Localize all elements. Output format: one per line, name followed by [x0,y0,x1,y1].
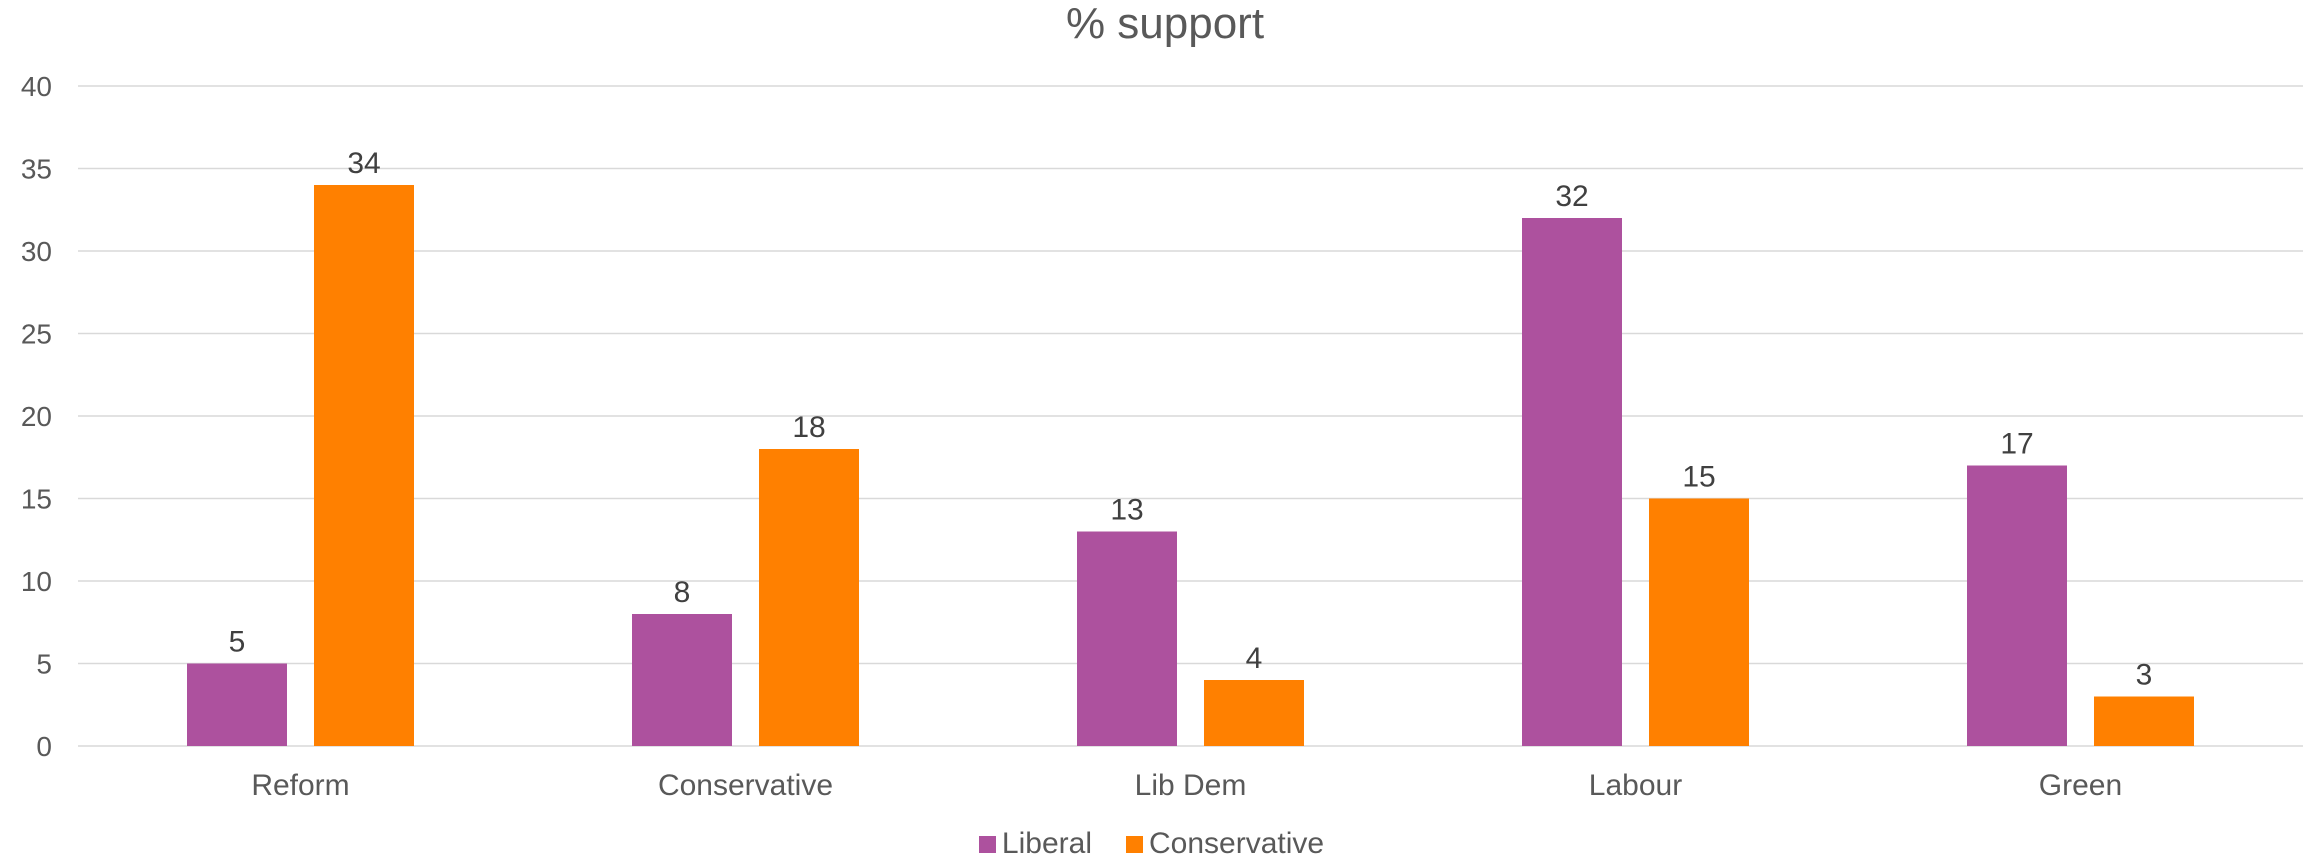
data-label: 18 [792,411,825,444]
data-label: 5 [229,626,246,659]
bars [187,185,2194,746]
bar-liberal[interactable] [632,614,732,746]
data-label: 15 [1682,461,1715,494]
gridlines [78,85,2303,747]
bar-liberal[interactable] [1522,218,1622,746]
data-label: 13 [1110,494,1143,527]
x-tick-label: Conservative [658,769,833,802]
data-label: 3 [2136,659,2153,692]
bar-liberal[interactable] [187,663,287,747]
y-tick-label: 30 [21,236,52,267]
x-tick-label: Labour [1589,769,1682,802]
legend-swatch-conservative [1125,835,1143,853]
legend-label-conservative: Conservative [1148,827,1325,860]
data-label: 17 [2000,428,2033,461]
bar-conservative[interactable] [314,185,414,746]
data-labels: 5 34 8 18 13 4 32 15 17 3 [229,147,2153,692]
y-tick-label: 20 [21,401,52,432]
x-tick-label: Lib Dem [1135,769,1247,802]
data-label: 8 [674,576,691,609]
y-tick-label: 5 [36,649,52,680]
bar-liberal[interactable] [1077,531,1177,747]
bar-conservative[interactable] [759,449,859,746]
legend: Liberal Conservative [0,827,2303,861]
bar-conservative[interactable] [1649,498,1749,747]
x-tick-label: Reform [251,769,349,802]
data-label: 32 [1555,180,1588,213]
data-label: 4 [1246,642,1263,675]
x-tick-label: Green [2039,769,2122,802]
y-axis-ticks: 0 5 10 15 20 25 30 35 40 [21,71,52,762]
data-label: 34 [347,147,380,180]
bar-conservative[interactable] [2094,696,2194,747]
y-tick-label: 25 [21,319,52,350]
y-tick-label: 15 [21,484,52,515]
chart-title: % support [1066,0,1264,48]
legend-swatch-liberal [978,835,996,853]
bar-liberal[interactable] [1967,465,2067,747]
legend-item-conservative[interactable]: Conservative [1125,827,1325,861]
y-tick-label: 35 [21,154,52,185]
y-tick-label: 10 [21,566,52,597]
y-tick-label: 0 [36,731,52,762]
legend-label-liberal: Liberal [1001,827,1092,860]
bar-conservative[interactable] [1204,680,1304,746]
y-tick-label: 40 [21,71,52,102]
x-axis-ticks: Reform Conservative Lib Dem Labour Green [251,769,2122,802]
legend-item-liberal[interactable]: Liberal [978,827,1092,861]
bar-chart: % support 0 5 10 15 20 25 30 35 40 5 34 8 18 13 4 32 15… [21,0,2303,802]
